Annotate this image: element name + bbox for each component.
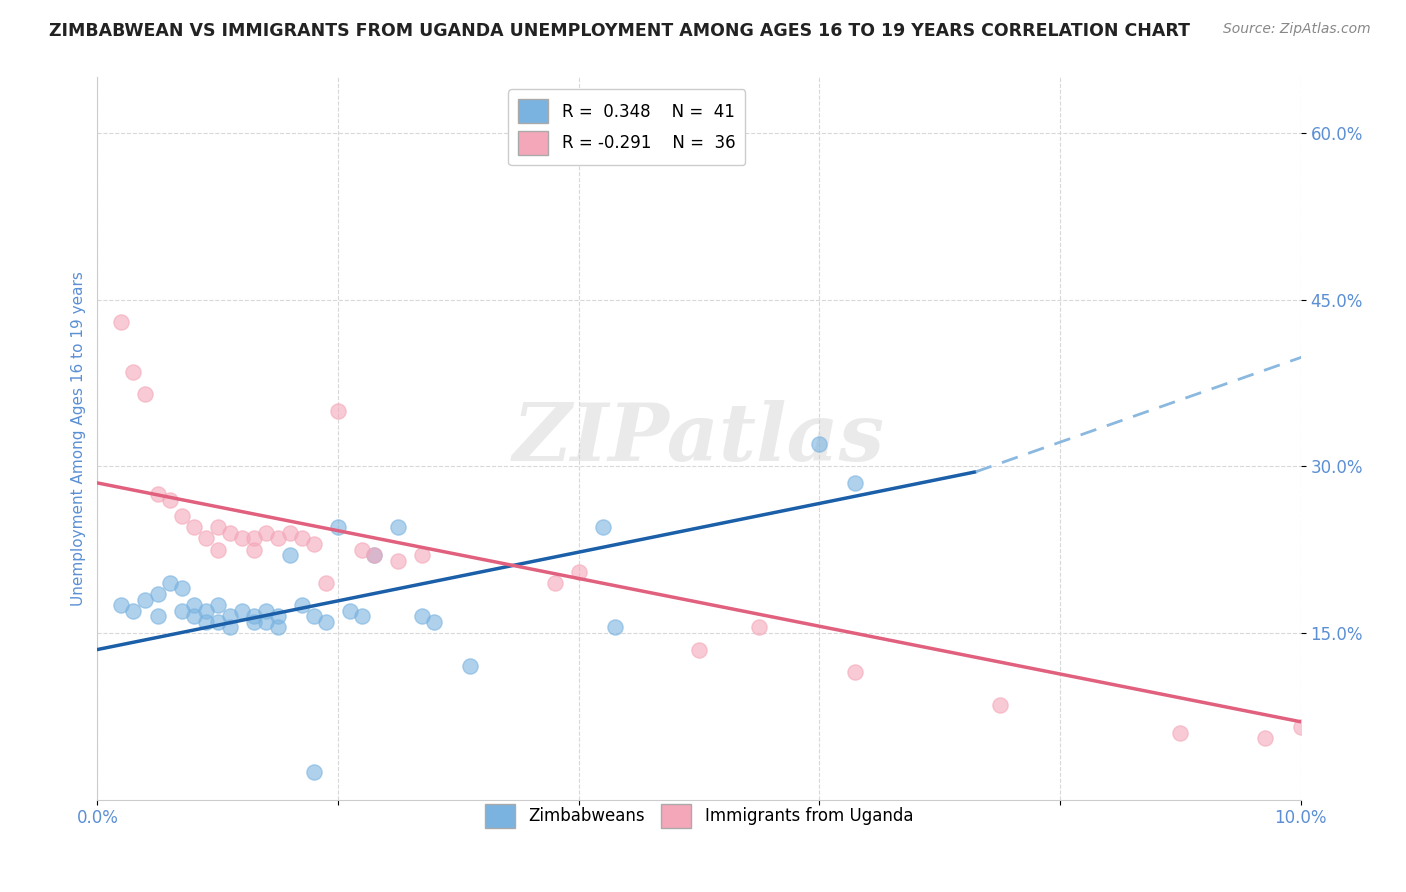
Point xyxy=(302,537,325,551)
Point xyxy=(242,615,264,629)
Point xyxy=(170,582,193,596)
Point xyxy=(603,620,626,634)
Point xyxy=(231,604,253,618)
Point xyxy=(1289,720,1312,734)
Point xyxy=(339,604,361,618)
Point xyxy=(748,620,770,634)
Point xyxy=(134,387,156,401)
Point xyxy=(218,620,240,634)
Point xyxy=(194,604,217,618)
Point xyxy=(267,532,290,546)
Point xyxy=(242,532,264,546)
Point xyxy=(688,143,710,157)
Point xyxy=(207,615,229,629)
Point xyxy=(460,659,482,673)
Point xyxy=(363,548,385,562)
Point xyxy=(194,615,217,629)
Text: Source: ZipAtlas.com: Source: ZipAtlas.com xyxy=(1223,22,1371,37)
Point xyxy=(170,604,193,618)
Point xyxy=(1168,726,1191,740)
Point xyxy=(844,665,866,679)
Point xyxy=(352,609,374,624)
Point xyxy=(411,609,433,624)
Point xyxy=(218,525,240,540)
Point xyxy=(242,609,264,624)
Point xyxy=(254,615,277,629)
Point xyxy=(352,542,374,557)
Point xyxy=(278,525,301,540)
Point xyxy=(844,475,866,490)
Point xyxy=(207,598,229,612)
Point xyxy=(387,520,409,534)
Point xyxy=(242,542,264,557)
Legend: Zimbabweans, Immigrants from Uganda: Zimbabweans, Immigrants from Uganda xyxy=(478,797,920,835)
Point xyxy=(231,532,253,546)
Point xyxy=(170,509,193,524)
Point xyxy=(387,554,409,568)
Text: ZIPatlas: ZIPatlas xyxy=(513,400,884,477)
Point xyxy=(122,365,145,379)
Text: ZIMBABWEAN VS IMMIGRANTS FROM UGANDA UNEMPLOYMENT AMONG AGES 16 TO 19 YEARS CORR: ZIMBABWEAN VS IMMIGRANTS FROM UGANDA UNE… xyxy=(49,22,1191,40)
Point xyxy=(159,492,181,507)
Point xyxy=(218,609,240,624)
Point xyxy=(146,587,169,601)
Point xyxy=(134,592,156,607)
Point xyxy=(302,764,325,779)
Point xyxy=(543,575,565,590)
Point xyxy=(207,520,229,534)
Point xyxy=(278,548,301,562)
Point xyxy=(254,525,277,540)
Point xyxy=(592,520,614,534)
Point xyxy=(688,642,710,657)
Point xyxy=(411,548,433,562)
Point xyxy=(363,548,385,562)
Point xyxy=(110,598,132,612)
Point xyxy=(122,604,145,618)
Point xyxy=(183,598,205,612)
Point xyxy=(291,532,314,546)
Point xyxy=(1253,731,1275,746)
Point xyxy=(326,403,349,417)
Point xyxy=(326,520,349,534)
Point xyxy=(207,542,229,557)
Point xyxy=(183,609,205,624)
Point xyxy=(159,575,181,590)
Point xyxy=(315,615,337,629)
Point xyxy=(988,698,1011,712)
Point xyxy=(267,620,290,634)
Point xyxy=(110,315,132,329)
Point xyxy=(423,615,446,629)
Point xyxy=(302,609,325,624)
Point xyxy=(315,575,337,590)
Point xyxy=(254,604,277,618)
Point xyxy=(808,437,831,451)
Point xyxy=(568,565,591,579)
Point xyxy=(291,598,314,612)
Point xyxy=(146,609,169,624)
Y-axis label: Unemployment Among Ages 16 to 19 years: Unemployment Among Ages 16 to 19 years xyxy=(72,271,86,606)
Point xyxy=(267,609,290,624)
Point xyxy=(146,487,169,501)
Point xyxy=(194,532,217,546)
Point xyxy=(183,520,205,534)
